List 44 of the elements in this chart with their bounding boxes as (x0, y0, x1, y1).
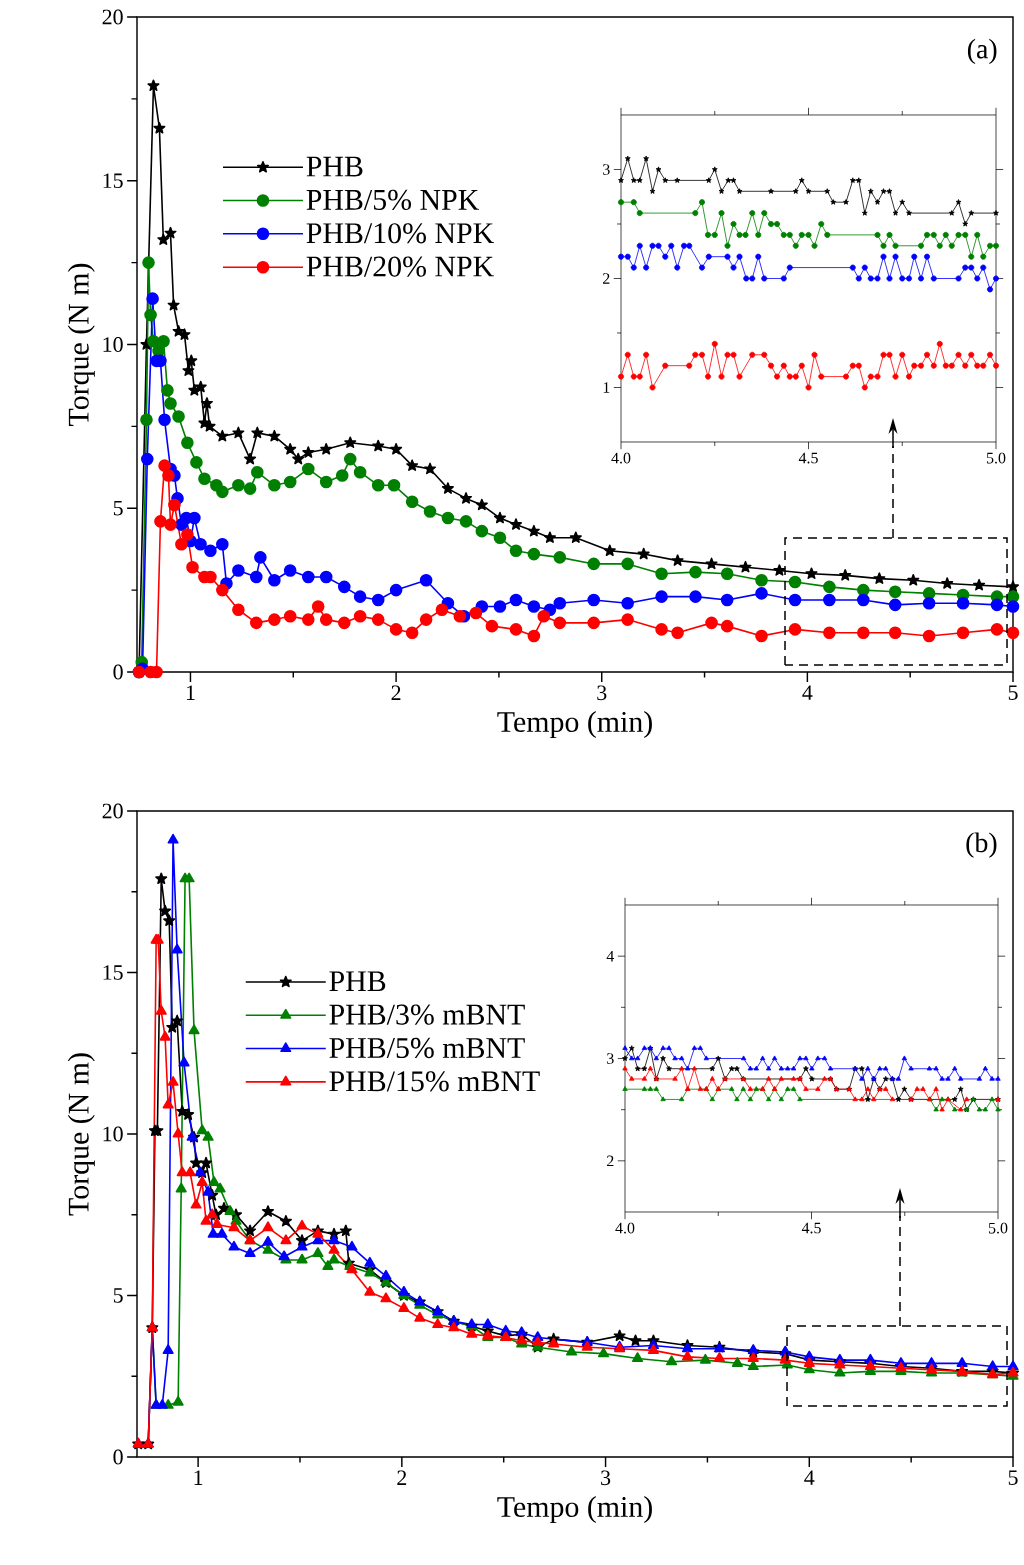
x-tick-label: 5.0 (988, 1222, 1008, 1234)
y-tick-label: 15 (103, 965, 123, 980)
legend-label: PHB/5% NPK (306, 189, 479, 211)
legend-label: PHB/10% NPK (306, 223, 494, 244)
legend-label: PHB (306, 156, 363, 177)
y-tick-label: 5 (113, 1288, 123, 1303)
y-tick-label: 2 (603, 273, 610, 284)
legend-label: PHB/3% mBNT (329, 1004, 525, 1025)
x-tick-label: 4.0 (615, 1222, 635, 1234)
y-tick-label: 0 (113, 664, 123, 680)
x-tick-label: 4 (802, 685, 813, 700)
x-tick-label: 4.5 (798, 452, 818, 464)
x-tick-label: 1 (194, 1470, 203, 1485)
annotation: (b) (966, 832, 997, 858)
x-tick-label: 4.0 (611, 452, 631, 464)
y-tick-label: 4 (606, 950, 615, 962)
y-tick-label: 3 (603, 164, 610, 175)
y-tick-label: 2 (607, 1155, 614, 1167)
legend-label: PHB/20% NPK (306, 256, 494, 277)
y-tick-label: 10 (103, 337, 123, 352)
y-tick-label: 10 (103, 1126, 123, 1142)
y-tick-label: 3 (607, 1053, 614, 1064)
x-tick-label: 4 (804, 1470, 815, 1485)
x-tick-label: 2 (397, 1470, 407, 1485)
x-tick-label: 4.5 (801, 1222, 821, 1234)
x-tick-label: 2 (391, 685, 401, 700)
legend-label: PHB (329, 971, 386, 992)
legend-label: PHB/5% mBNT (329, 1037, 525, 1059)
y-axis-title: Torque (N m) (67, 263, 95, 426)
x-axis-title: Tempo (min) (497, 710, 652, 739)
y-tick-label: 20 (102, 9, 123, 25)
x-tick-label: 5 (1008, 685, 1018, 700)
x-tick-label: 5.0 (986, 452, 1006, 464)
annotation: (a) (967, 38, 997, 65)
x-axis-title: Tempo (min) (497, 1495, 652, 1524)
y-tick-label: 20 (102, 803, 123, 819)
y-tick-label: 15 (103, 173, 123, 189)
y-tick-label: 1 (603, 382, 610, 393)
x-tick-label: 1 (186, 685, 195, 700)
y-axis-title: Torque (N m) (67, 1053, 95, 1216)
y-tick-label: 0 (113, 1449, 123, 1465)
x-tick-label: 5 (1008, 1470, 1018, 1485)
legend-label: PHB/15% mBNT (329, 1071, 540, 1092)
y-tick-label: 5 (113, 500, 123, 516)
